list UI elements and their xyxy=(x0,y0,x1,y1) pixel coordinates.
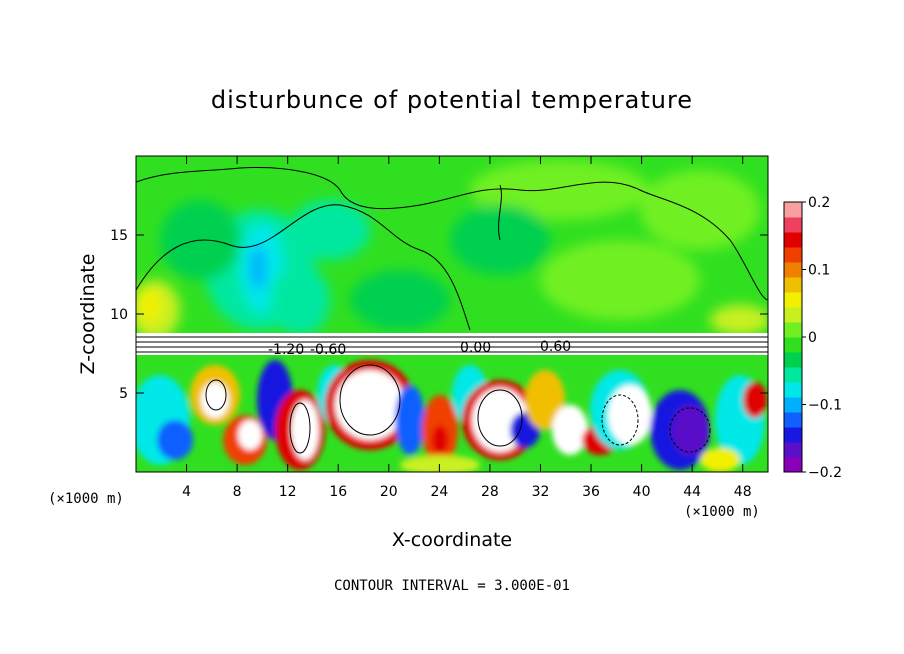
colorbar xyxy=(783,201,803,473)
colorbar-swatch xyxy=(784,337,802,353)
x-tick-label: 20 xyxy=(380,484,398,500)
x-tick-label: 4 xyxy=(182,484,191,500)
y-tick-label: 5 xyxy=(119,386,128,402)
x-tick-label: 48 xyxy=(734,484,752,500)
colorbar-swatch xyxy=(784,217,802,233)
contour-label: 0.60 xyxy=(540,339,571,355)
x-tick-label: 36 xyxy=(582,484,600,500)
colorbar-swatch xyxy=(784,232,802,248)
colorbar-swatch xyxy=(784,427,802,443)
contour-interval-note: CONTOUR INTERVAL = 3.000E-01 xyxy=(333,578,570,594)
x-tick-label: 28 xyxy=(481,484,499,500)
x-tick-label: 44 xyxy=(683,484,701,500)
x-axis-label: X-coordinate xyxy=(392,529,512,551)
y-tick-label: 10 xyxy=(110,307,128,323)
x-tick-label: 24 xyxy=(430,484,448,500)
colorbar-swatch xyxy=(784,202,802,218)
upper-field-patches xyxy=(136,160,768,340)
contour-lines xyxy=(136,166,768,454)
colorbar-swatch xyxy=(784,457,802,473)
x-tick-label: 32 xyxy=(532,484,550,500)
chart-title: disturbunce of potential temperature xyxy=(210,86,694,114)
colorbar-swatch xyxy=(784,412,802,428)
colorbar-swatch xyxy=(784,382,802,398)
x-tick-label: 40 xyxy=(633,484,651,500)
colorbar-swatch xyxy=(784,367,802,383)
colorbar-swatch xyxy=(784,442,802,458)
colorbar-swatch xyxy=(784,352,802,368)
colorbar-swatch xyxy=(784,307,802,323)
colorbar-swatch xyxy=(784,292,802,308)
x-tick-label: 12 xyxy=(279,484,297,500)
x-unit-left: (×1000 m) xyxy=(48,491,124,507)
colorbar-swatch xyxy=(784,277,802,293)
colorbar-swatch xyxy=(784,247,802,263)
colorbar-ticks: 0.2 0.1 0 −0.1 −0.2 xyxy=(802,195,842,481)
colorbar-swatch xyxy=(784,322,802,338)
colorbar-swatch xyxy=(784,397,802,413)
contour-label: 0.00 xyxy=(460,340,491,356)
contour-label: -1.20 xyxy=(268,342,304,358)
stratified-band xyxy=(136,333,768,355)
x-tick-label: 8 xyxy=(233,484,242,500)
colorbar-swatch xyxy=(784,262,802,278)
colorbar-tick-label: −0.1 xyxy=(808,398,842,414)
x-tick-label: 16 xyxy=(329,484,347,500)
heatmap-field: -1.20 -0.60 0.00 0.60 xyxy=(136,156,768,472)
lower-field-eddies xyxy=(136,360,767,472)
x-axis: 4 8 12 16 20 24 28 32 36 40 44 48 xyxy=(182,156,752,500)
colorbar-tick-label: −0.2 xyxy=(808,465,842,481)
x-unit-right: (×1000 m) xyxy=(684,504,760,520)
contour-label: -0.60 xyxy=(310,342,346,358)
y-axis-label: Z-coordinate xyxy=(77,254,99,375)
y-axis: 5 10 15 xyxy=(110,228,768,402)
colorbar-tick-label: 0 xyxy=(808,330,817,346)
y-tick-label: 15 xyxy=(110,228,128,244)
colorbar-tick-label: 0.2 xyxy=(808,195,830,211)
colorbar-tick-label: 0.1 xyxy=(808,263,830,279)
